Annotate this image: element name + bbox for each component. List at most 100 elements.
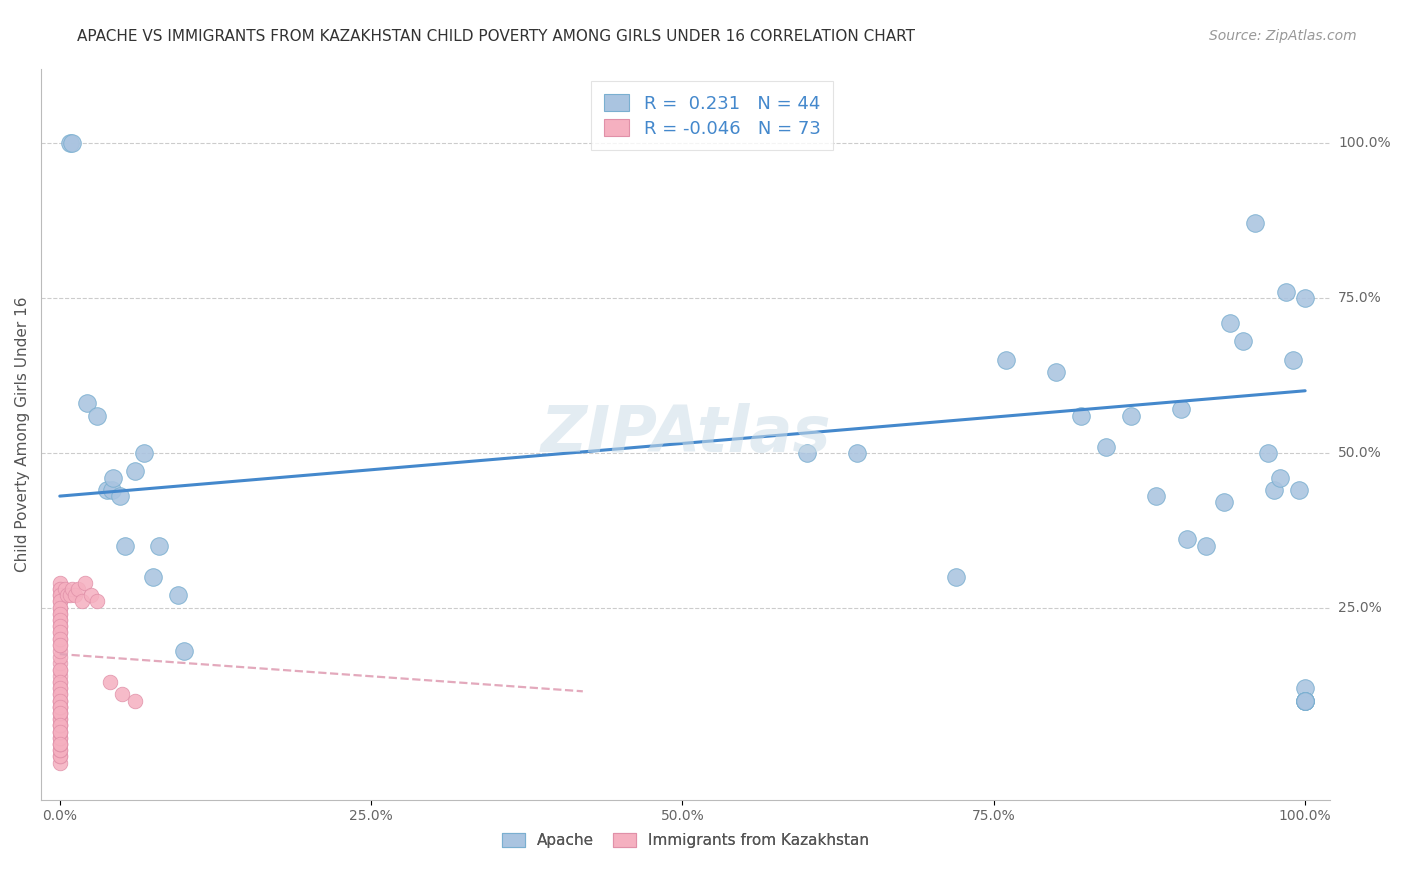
Point <box>49 607 72 621</box>
Point <box>173 644 195 658</box>
Point <box>1213 495 1236 509</box>
Point <box>49 613 72 627</box>
Point <box>1270 470 1292 484</box>
Point <box>60 582 83 596</box>
Point <box>49 669 72 683</box>
Point <box>142 569 165 583</box>
Y-axis label: Child Poverty Among Girls Under 16: Child Poverty Among Girls Under 16 <box>15 296 30 572</box>
Text: ZIPAtlas: ZIPAtlas <box>540 403 831 465</box>
Point <box>49 625 72 640</box>
Point <box>49 743 72 757</box>
Point <box>98 675 121 690</box>
Point <box>49 737 72 751</box>
Point <box>1294 693 1316 707</box>
Point <box>1294 693 1316 707</box>
Point <box>80 588 103 602</box>
Point <box>49 582 72 596</box>
Point <box>49 724 72 739</box>
Point <box>103 470 125 484</box>
Point <box>49 749 72 764</box>
Point <box>1263 483 1285 497</box>
Point <box>49 712 72 726</box>
Point <box>1294 693 1316 707</box>
Point <box>1119 409 1142 423</box>
Text: 100.0%: 100.0% <box>1339 136 1391 150</box>
Point <box>49 638 72 652</box>
Point <box>49 724 72 739</box>
Point <box>1175 533 1198 547</box>
Point <box>96 483 118 497</box>
Point <box>59 136 82 150</box>
Point <box>59 588 82 602</box>
Point <box>49 718 72 732</box>
Point <box>49 737 72 751</box>
Point <box>49 632 72 646</box>
Point <box>49 718 72 732</box>
Point <box>49 731 72 745</box>
Point <box>1194 539 1216 553</box>
Point <box>1257 446 1279 460</box>
Point <box>1045 365 1067 379</box>
Point <box>167 588 190 602</box>
Point <box>1232 334 1254 348</box>
Point <box>86 594 108 608</box>
Point <box>49 619 72 633</box>
Point <box>53 582 76 596</box>
Point <box>1281 352 1303 367</box>
Point <box>49 712 72 726</box>
Point <box>49 743 72 757</box>
Text: 75.0%: 75.0% <box>1339 291 1382 305</box>
Point <box>76 396 98 410</box>
Point <box>134 446 156 460</box>
Point <box>49 632 72 646</box>
Point <box>49 644 72 658</box>
Point <box>49 693 72 707</box>
Point <box>1244 216 1267 230</box>
Text: 25.0%: 25.0% <box>1339 600 1382 615</box>
Point <box>49 675 72 690</box>
Point <box>49 749 72 764</box>
Point <box>1070 409 1092 423</box>
Point <box>111 687 134 701</box>
Point <box>995 352 1018 367</box>
Point <box>49 756 72 770</box>
Point <box>1288 483 1310 497</box>
Point <box>1144 489 1167 503</box>
Point <box>49 706 72 720</box>
Point <box>49 731 72 745</box>
Point <box>49 663 72 677</box>
Point <box>124 693 146 707</box>
Legend: Apache, Immigrants from Kazakhstan: Apache, Immigrants from Kazakhstan <box>496 827 875 855</box>
Point <box>49 607 72 621</box>
Point <box>49 693 72 707</box>
Point <box>49 706 72 720</box>
Point <box>49 687 72 701</box>
Point <box>67 582 90 596</box>
Point <box>1294 291 1316 305</box>
Point <box>49 582 72 596</box>
Point <box>49 675 72 690</box>
Point <box>49 699 72 714</box>
Point <box>49 687 72 701</box>
Point <box>49 613 72 627</box>
Point <box>945 569 967 583</box>
Point <box>1275 285 1298 299</box>
Point <box>49 575 72 590</box>
Point <box>49 706 72 720</box>
Point <box>49 718 72 732</box>
Point <box>49 588 72 602</box>
Point <box>49 724 72 739</box>
Point <box>49 693 72 707</box>
Point <box>49 600 72 615</box>
Point <box>49 663 72 677</box>
Point <box>49 737 72 751</box>
Point <box>49 681 72 696</box>
Point <box>73 575 96 590</box>
Point <box>49 638 72 652</box>
Point <box>49 594 72 608</box>
Point <box>1294 681 1316 696</box>
Point <box>49 625 72 640</box>
Point <box>114 539 136 553</box>
Point <box>49 588 72 602</box>
Point <box>49 594 72 608</box>
